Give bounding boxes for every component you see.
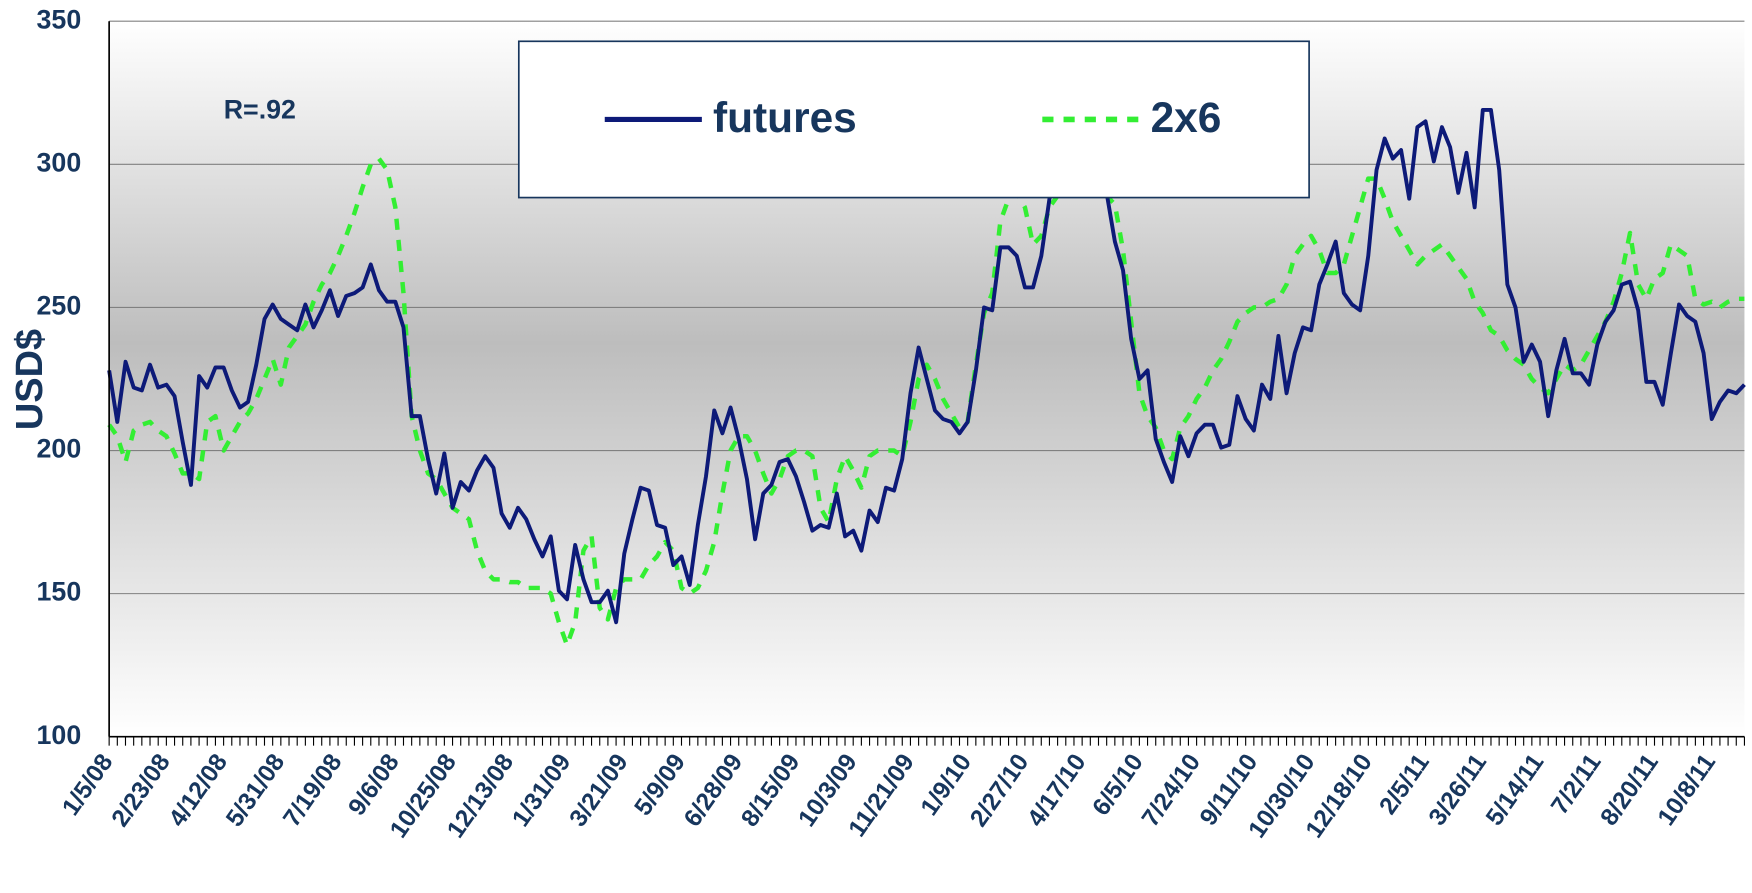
legend: futures 2x6: [517, 40, 1310, 199]
x-tick-label: 5/31/08: [221, 749, 290, 832]
x-tick-label: 6/5/10: [1087, 749, 1148, 820]
y-tick-label: 350: [37, 4, 82, 34]
x-tick-label: 5/14/11: [1481, 749, 1549, 830]
x-tick-label: 9/6/08: [343, 749, 404, 820]
x-tick-label: 7/19/08: [278, 749, 347, 832]
series-line: [107, 156, 1745, 648]
y-tick-label: 150: [37, 577, 82, 607]
x-tick-label: 1/9/10: [916, 749, 977, 820]
y-tick-label: 250: [37, 290, 82, 320]
x-tick-label: 2/23/08: [107, 749, 176, 832]
x-tick-label: 7/24/10: [1137, 749, 1206, 832]
x-tick-label: 2/27/10: [965, 749, 1034, 832]
x-tick-label: 2/5/11: [1374, 749, 1434, 819]
y-tick-label: 200: [37, 434, 82, 464]
series-line: [107, 107, 1746, 625]
x-tick-label: 4/17/10: [1022, 749, 1091, 832]
annotation: R=.92: [224, 95, 296, 125]
y-tick-label: 300: [37, 147, 82, 177]
y-tick-label: 100: [37, 720, 82, 750]
x-tick-label: 8/20/11: [1596, 749, 1664, 830]
y-axis-label: USD$: [9, 329, 51, 430]
legend-label: 2x6: [1151, 94, 1222, 141]
x-tick-label: 7/2/11: [1546, 749, 1606, 819]
lines: [107, 107, 1746, 648]
x-tick-label: 10/8/11: [1653, 749, 1721, 830]
x-tick-label: 6/28/09: [679, 749, 748, 832]
x-tick-label: 3/26/11: [1424, 749, 1492, 830]
legend-label: futures: [713, 94, 857, 141]
x-tick-label: 8/15/09: [736, 749, 805, 832]
x-tick-label: 3/21/09: [565, 749, 634, 832]
x-tick-label: 1/31/09: [507, 749, 576, 832]
x-tick-label: 5/9/09: [630, 749, 691, 820]
x-tick-label: 1/5/08: [57, 749, 118, 820]
x-tick-label: 4/12/08: [164, 749, 233, 832]
